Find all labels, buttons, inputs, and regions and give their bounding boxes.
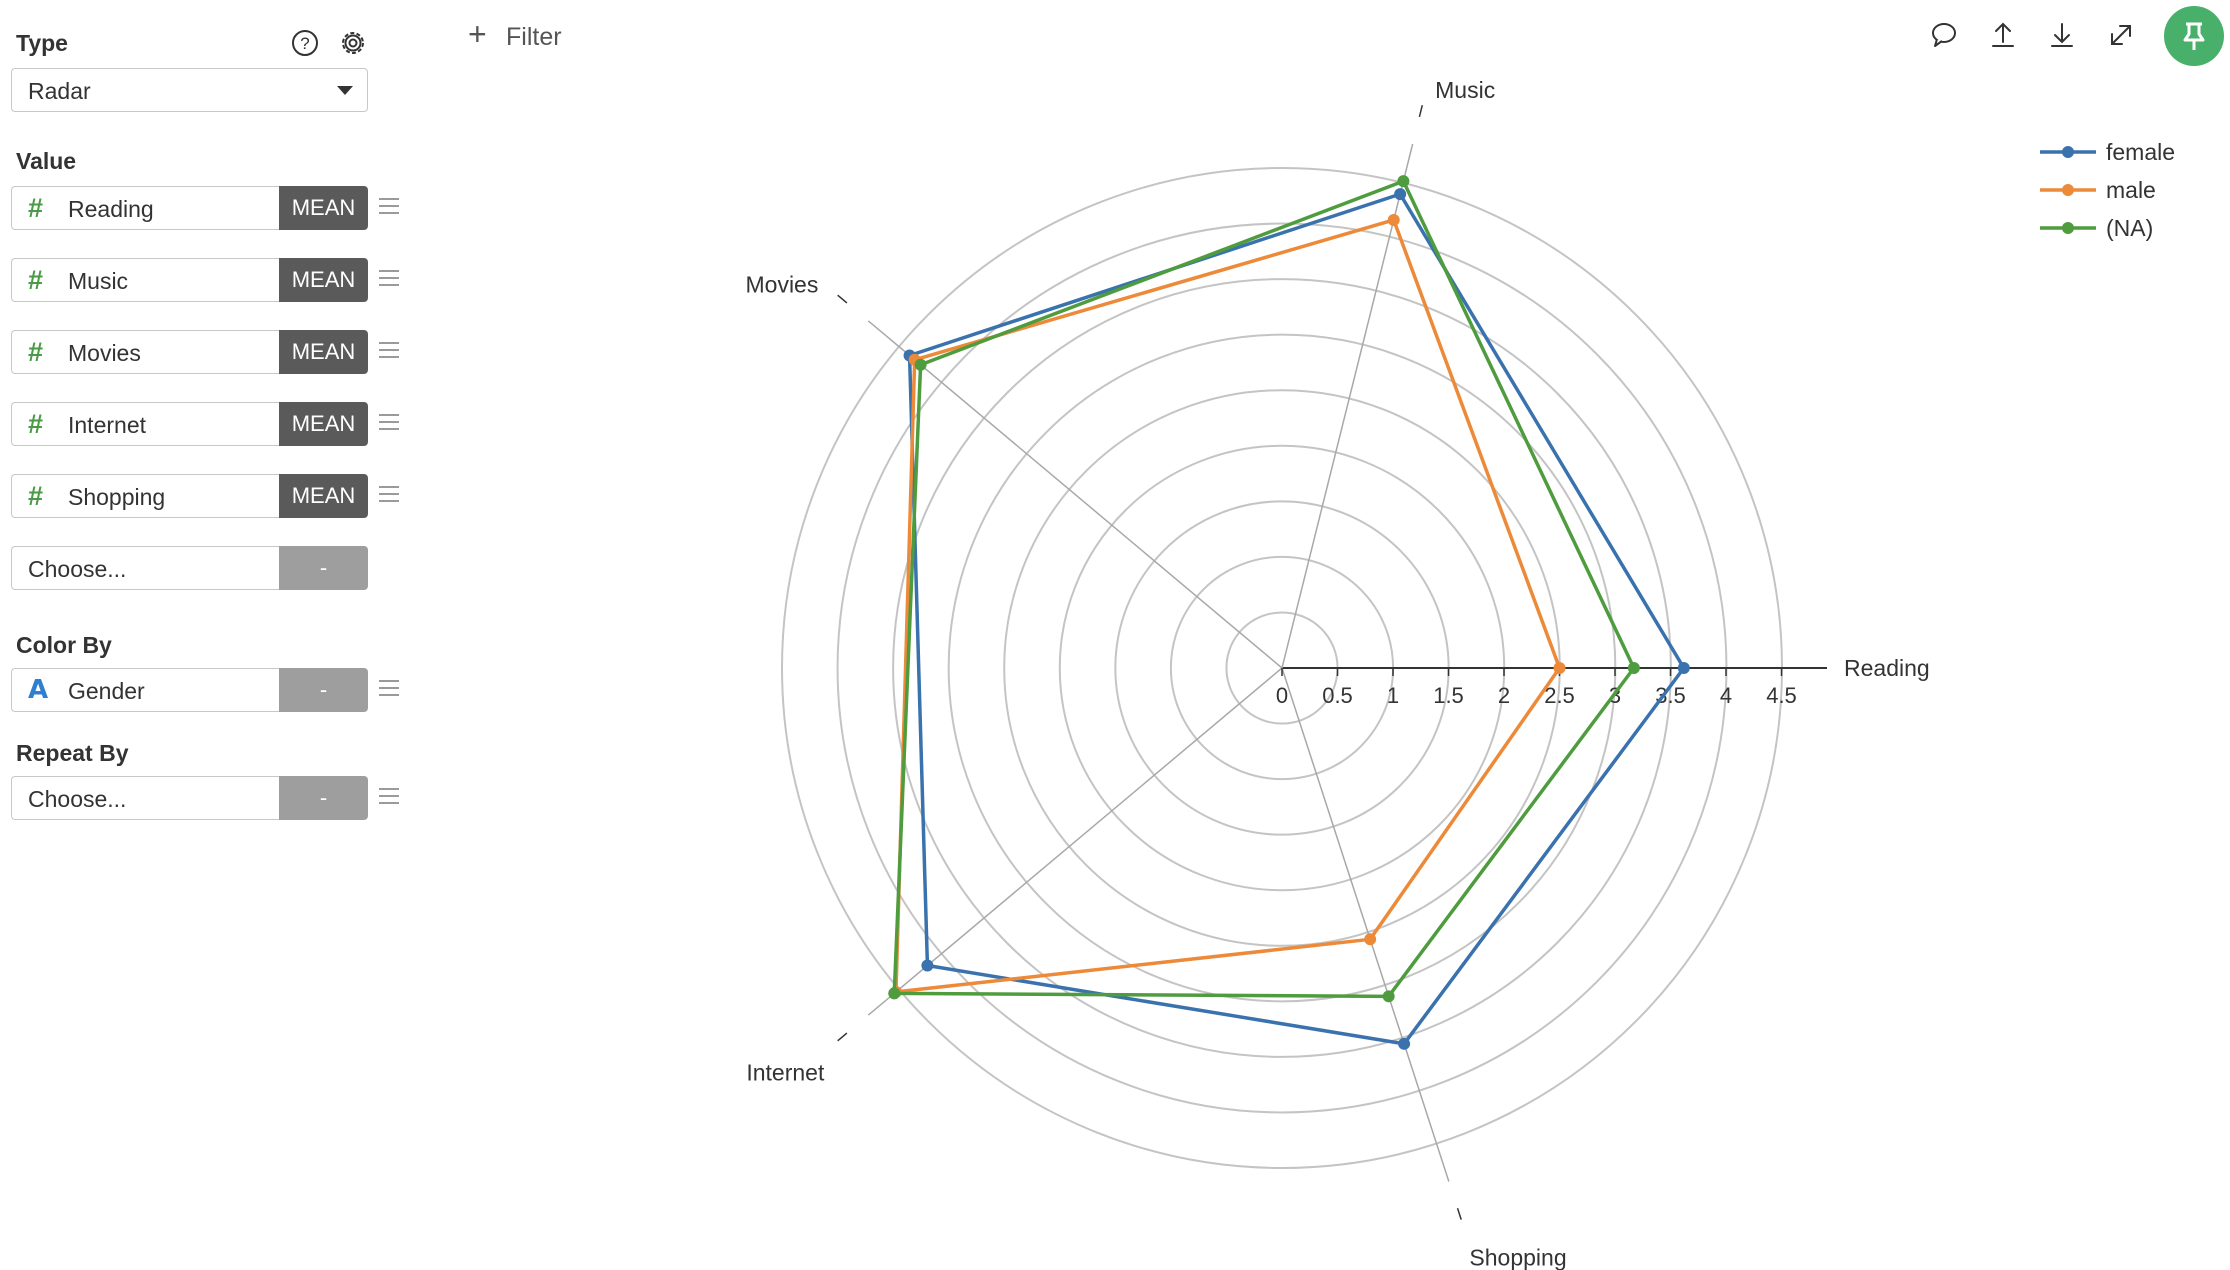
radial-tick-label: 1.5: [1433, 683, 1464, 708]
data-point-male-shopping[interactable]: [1364, 933, 1376, 945]
data-point-female-shopping[interactable]: [1398, 1038, 1410, 1050]
legend-label-na[interactable]: (NA): [2106, 215, 2153, 241]
axis-label-movies: Movies: [746, 271, 819, 297]
data-point-male-reading[interactable]: [1554, 662, 1566, 674]
data-point-na-internet[interactable]: [888, 987, 900, 999]
axis-tick-music: [1419, 105, 1422, 117]
legend-swatch-dot-female[interactable]: [2062, 146, 2074, 158]
series-line-female: [910, 194, 1684, 1044]
axis-line-movies: [868, 321, 1282, 668]
legend-label-male[interactable]: male: [2106, 177, 2156, 203]
radial-tick-label: 0.5: [1322, 683, 1353, 708]
data-point-na-reading[interactable]: [1628, 662, 1640, 674]
axis-tick-movies: [838, 295, 847, 303]
data-point-female-music[interactable]: [1394, 188, 1406, 200]
axis-tick-internet: [838, 1033, 847, 1041]
data-point-male-music[interactable]: [1388, 214, 1400, 226]
legend-label-female[interactable]: female: [2106, 139, 2175, 165]
data-point-na-shopping[interactable]: [1383, 990, 1395, 1002]
radial-tick-label: 4.5: [1766, 683, 1797, 708]
axis-label-shopping: Shopping: [1469, 1245, 1566, 1270]
axis-label-music: Music: [1435, 77, 1495, 103]
data-point-na-music[interactable]: [1397, 175, 1409, 187]
data-point-female-internet[interactable]: [921, 960, 933, 972]
radial-tick-label: 2: [1498, 683, 1510, 708]
radial-tick-label: 4: [1720, 683, 1732, 708]
axis-label-internet: Internet: [746, 1060, 825, 1086]
radial-tick-label: 2.5: [1544, 683, 1575, 708]
axis-tick-shopping: [1458, 1208, 1462, 1219]
data-point-na-movies[interactable]: [915, 359, 927, 371]
chart-legend[interactable]: female male (NA): [2040, 139, 2175, 241]
axis-label-reading: Reading: [1844, 655, 1930, 681]
legend-swatch-dot-male[interactable]: [2062, 184, 2074, 196]
radial-tick-label: 1: [1387, 683, 1399, 708]
radial-tick-label: 0: [1276, 683, 1288, 708]
legend-swatch-dot-na[interactable]: [2062, 222, 2074, 234]
data-point-female-reading[interactable]: [1678, 662, 1690, 674]
series-line-na: [894, 181, 1634, 996]
